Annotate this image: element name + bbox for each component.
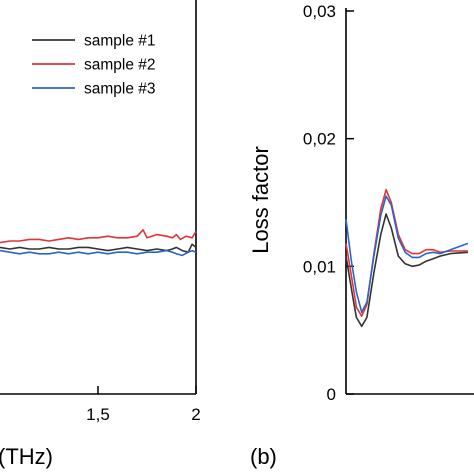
panel-a-x-axis-label: (THz) [0, 444, 53, 469]
panel-a-x-ticks: 1,5 2 [86, 386, 201, 424]
panel-b-series-line-1 [345, 213, 468, 328]
panel-b-y-axis-label: Loss factor [248, 146, 273, 254]
panel-b-label: (b) [250, 444, 277, 469]
panel-b-series-line-3 [345, 195, 469, 314]
panel-b-series [345, 188, 469, 328]
panel-a-series-line-3 [0, 249, 197, 257]
panel-b-y-tick-label-1: 0,01 [303, 257, 336, 276]
panel-b-y-ticks: 0 0,01 0,02 0,03 [303, 2, 354, 404]
legend-entry-1: sample #1 [84, 33, 156, 50]
legend-entry-3: sample #3 [84, 81, 156, 98]
panel-b: 00,010,020,03 0,5 Loss factor (b) [248, 2, 474, 469]
legend-entry-2: sample #2 [84, 57, 156, 74]
panel-b-y-tick-label-0: 0 [327, 385, 336, 404]
panel-a-x-tick-label-1: 2 [191, 405, 200, 424]
panel-a-legend: sample #1 sample #2 sample #3 [32, 33, 156, 98]
panel-a-series [0, 229, 197, 257]
panel-a-x-tick-label-0: 1,5 [86, 405, 110, 424]
panel-a-series-line-2 [0, 229, 197, 244]
panel-b-y-tick-label-3: 0,03 [303, 2, 336, 21]
panel-b-y-tick-label-2: 0,02 [303, 130, 336, 149]
panel-a-series-line-1 [0, 243, 197, 253]
